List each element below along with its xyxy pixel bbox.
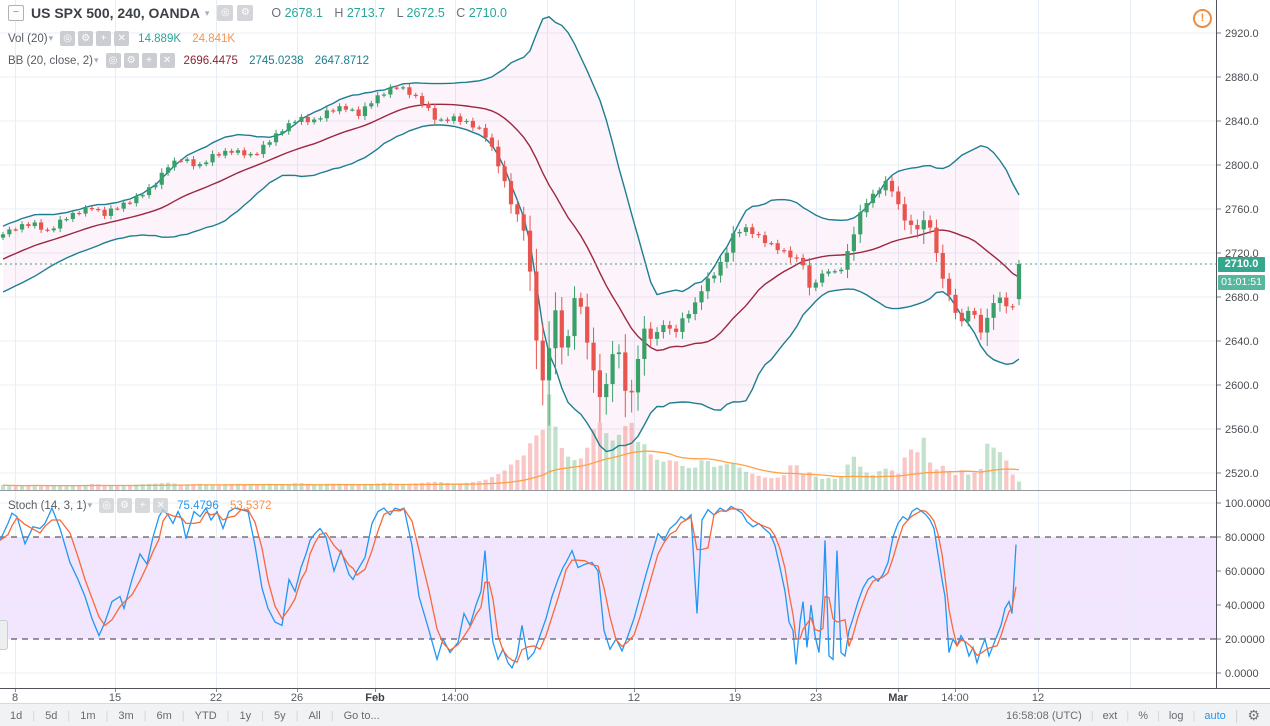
svg-text:Mar: Mar (888, 692, 908, 704)
svg-text:40.0000: 40.0000 (1225, 600, 1265, 612)
close-value: 2710.0 (468, 6, 508, 20)
bb-label[interactable]: BB (20, close, 2) (8, 54, 94, 67)
svg-text:60.0000: 60.0000 (1225, 566, 1265, 578)
svg-text:2680.0: 2680.0 (1225, 292, 1259, 304)
stoch-legend: Stoch (14, 3, 1) ▾ ◎ ⚙ + ✕ 75.4796 53.53… (8, 498, 280, 513)
svg-text:14:00: 14:00 (941, 692, 969, 704)
svg-text:8: 8 (12, 692, 18, 704)
goto-button[interactable]: Go to... (321, 710, 380, 722)
stoch-d-value: 53.5372 (229, 499, 272, 512)
svg-text:80.0000: 80.0000 (1225, 532, 1265, 544)
visibility-icon[interactable]: ◎ (60, 31, 76, 46)
low-label: L (396, 6, 404, 20)
stoch-k-value: 75.4796 (177, 499, 219, 512)
range-ytd[interactable]: YTD (172, 710, 217, 722)
log-scale-toggle[interactable]: log (1148, 710, 1184, 722)
bottom-toolbar: 1d 5d 1m 3m 6m YTD 1y 5y All Go to... 16… (0, 703, 1270, 726)
settings-gear-icon[interactable]: ⚙ (1226, 707, 1260, 724)
gear-icon[interactable]: ⚙ (123, 53, 139, 68)
range-all[interactable]: All (286, 710, 320, 722)
open-label: O (271, 6, 282, 20)
svg-text:2640.0: 2640.0 (1225, 336, 1259, 348)
range-6m[interactable]: 6m (134, 710, 172, 722)
gear-icon[interactable]: ⚙ (117, 498, 133, 513)
visibility-icon[interactable]: ◎ (105, 53, 121, 68)
stoch-label[interactable]: Stoch (14, 3, 1) (8, 499, 87, 512)
bb-upper-value: 2745.0238 (249, 54, 304, 67)
chevron-down-icon[interactable]: ▾ (204, 7, 210, 18)
svg-text:19: 19 (729, 692, 741, 704)
range-buttons: 1d 5d 1m 3m 6m YTD 1y 5y All Go to... (0, 710, 380, 722)
collapse-icon[interactable]: − (8, 5, 24, 21)
bb-legend: BB (20, close, 2) ▾ ◎ ⚙ + ✕ 2696.4475 27… (8, 53, 377, 68)
symbol-title[interactable]: US SPX 500, 240, OANDA (31, 5, 200, 21)
bb-basis-value: 2696.4475 (183, 54, 238, 67)
add-icon[interactable]: + (96, 31, 112, 46)
svg-text:12: 12 (1032, 692, 1044, 704)
svg-text:2840.0: 2840.0 (1225, 116, 1259, 128)
svg-text:15: 15 (109, 692, 121, 704)
svg-text:100.0000: 100.0000 (1225, 498, 1270, 510)
chevron-down-icon[interactable]: ▾ (87, 500, 93, 510)
volume-label[interactable]: Vol (20) (8, 32, 48, 45)
chevron-down-icon[interactable]: ▾ (94, 55, 99, 65)
range-5d[interactable]: 5d (22, 710, 57, 722)
range-1y[interactable]: 1y (217, 710, 252, 722)
high-label: H (334, 6, 344, 20)
percent-scale-toggle[interactable]: % (1117, 710, 1148, 722)
svg-text:22: 22 (210, 692, 222, 704)
close-label: C (456, 6, 466, 20)
close-icon[interactable]: ✕ (114, 31, 130, 46)
ext-hours-toggle[interactable]: ext (1082, 710, 1118, 722)
visibility-icon[interactable]: ◎ (217, 5, 234, 21)
visibility-icon[interactable]: ◎ (99, 498, 115, 513)
chevron-down-icon[interactable]: ▾ (48, 33, 54, 43)
alert-warning-icon[interactable]: ! (1193, 9, 1212, 28)
volume-legend: Vol (20) ▾ ◎ ⚙ + ✕ 14.889K 24.841K (8, 31, 243, 46)
range-1m[interactable]: 1m (57, 710, 95, 722)
add-icon[interactable]: + (141, 53, 157, 68)
svg-text:2760.0: 2760.0 (1225, 204, 1259, 216)
svg-text:0.0000: 0.0000 (1225, 668, 1259, 680)
low-value: 2672.5 (406, 6, 445, 20)
close-icon[interactable]: ✕ (153, 498, 169, 513)
high-value: 2713.7 (346, 6, 386, 20)
gear-icon[interactable]: ⚙ (78, 31, 94, 46)
auto-scale-toggle[interactable]: auto (1184, 710, 1225, 722)
volume-value: 14.889K (138, 32, 182, 45)
range-5y[interactable]: 5y (251, 710, 286, 722)
svg-text:26: 26 (291, 692, 303, 704)
bar-countdown-tag: 01:01:51 (1218, 275, 1265, 290)
svg-text:12: 12 (628, 692, 640, 704)
pane-separator-handle[interactable] (0, 620, 8, 650)
svg-text:2560.0: 2560.0 (1225, 424, 1259, 436)
bb-lower-value: 2647.8712 (314, 54, 370, 67)
scale-controls: 16:58:08 (UTC) ext % log auto ⚙ (1006, 707, 1270, 724)
svg-text:23: 23 (810, 692, 822, 704)
svg-text:2920.0: 2920.0 (1225, 28, 1259, 40)
svg-text:20.0000: 20.0000 (1225, 634, 1265, 646)
gear-icon[interactable]: ⚙ (237, 5, 254, 21)
svg-text:2520.0: 2520.0 (1225, 468, 1259, 480)
range-3m[interactable]: 3m (96, 710, 133, 722)
close-icon[interactable]: ✕ (159, 53, 175, 68)
volume-ma-value: 24.841K (192, 32, 236, 45)
last-price-tag: 2710.0 (1218, 257, 1265, 272)
svg-text:2600.0: 2600.0 (1225, 380, 1259, 392)
svg-text:2800.0: 2800.0 (1225, 160, 1259, 172)
range-1d[interactable]: 1d (10, 709, 23, 722)
add-icon[interactable]: + (135, 498, 151, 513)
ohlc-readout: O 2678.1 H 2713.7 L 2672.5 C 2710.0 (263, 6, 507, 20)
open-value: 2678.1 (284, 6, 323, 20)
clock-utc[interactable]: 16:58:08 (UTC) (1005, 709, 1082, 722)
svg-text:14:00: 14:00 (441, 692, 469, 704)
svg-text:Feb: Feb (365, 692, 385, 704)
symbol-legend: − US SPX 500, 240, OANDA ▾ ◎ ⚙ O 2678.1 … (8, 5, 507, 21)
svg-text:2880.0: 2880.0 (1225, 72, 1259, 84)
